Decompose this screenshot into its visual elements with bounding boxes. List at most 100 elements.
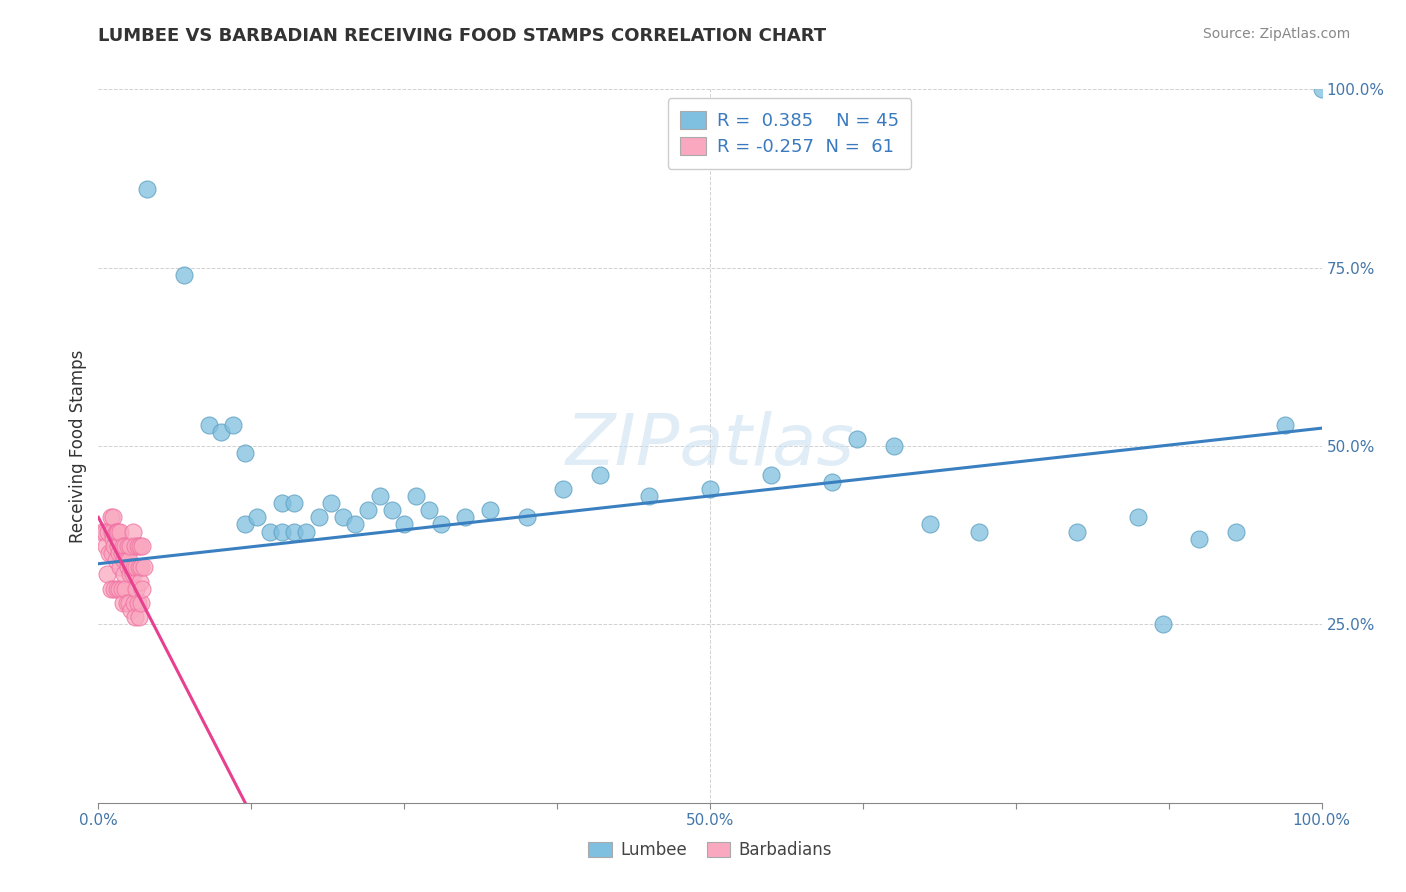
Point <box>136 182 159 196</box>
Point <box>125 560 148 574</box>
Point <box>122 560 145 574</box>
Legend: Lumbee, Barbadians: Lumbee, Barbadians <box>582 835 838 866</box>
Point <box>112 553 135 567</box>
Point <box>124 610 146 624</box>
Point <box>103 539 125 553</box>
Point <box>93 524 115 539</box>
Point <box>129 574 152 589</box>
Point <box>1310 82 1333 96</box>
Point <box>270 496 294 510</box>
Point <box>295 524 318 539</box>
Point <box>356 503 378 517</box>
Point <box>107 524 129 539</box>
Point <box>115 596 138 610</box>
Point <box>125 582 148 596</box>
Point <box>128 610 150 624</box>
Point <box>246 510 269 524</box>
Point <box>110 524 132 539</box>
Point <box>637 489 661 503</box>
Point <box>105 582 128 596</box>
Point <box>122 596 145 610</box>
Point <box>120 567 142 582</box>
Point <box>97 524 120 539</box>
Point <box>94 539 117 553</box>
Text: Source: ZipAtlas.com: Source: ZipAtlas.com <box>1202 27 1350 41</box>
Point <box>111 539 134 553</box>
Point <box>233 517 256 532</box>
Point <box>104 553 127 567</box>
Point <box>308 510 330 524</box>
Point <box>283 496 305 510</box>
Point <box>108 546 131 560</box>
Point <box>114 539 136 553</box>
Point <box>699 482 721 496</box>
Point <box>132 560 155 574</box>
Point <box>112 567 135 582</box>
Point <box>127 596 149 610</box>
Point <box>283 524 305 539</box>
Point <box>381 503 404 517</box>
Point <box>107 539 129 553</box>
Point <box>111 546 134 560</box>
Point <box>131 582 153 596</box>
Point <box>117 560 139 574</box>
Point <box>100 510 122 524</box>
Point <box>270 524 294 539</box>
Point <box>96 567 118 582</box>
Point <box>1225 524 1247 539</box>
Point <box>111 596 134 610</box>
Point <box>101 524 124 539</box>
Point <box>104 524 127 539</box>
Point <box>454 510 477 524</box>
Point <box>209 425 232 439</box>
Point <box>129 596 152 610</box>
Point <box>121 524 143 539</box>
Point <box>515 510 537 524</box>
Point <box>110 560 132 574</box>
Point <box>121 567 143 582</box>
Point <box>120 603 142 617</box>
Point <box>117 539 139 553</box>
Point <box>173 268 195 282</box>
Point <box>128 560 150 574</box>
Point <box>222 417 245 432</box>
Point <box>98 546 121 560</box>
Point <box>589 467 612 482</box>
Text: LUMBEE VS BARBADIAN RECEIVING FOOD STAMPS CORRELATION CHART: LUMBEE VS BARBADIAN RECEIVING FOOD STAMP… <box>98 27 827 45</box>
Point <box>120 539 142 553</box>
Point <box>1188 532 1211 546</box>
Point <box>100 582 122 596</box>
Point <box>1274 417 1296 432</box>
Point <box>344 517 367 532</box>
Point <box>478 503 501 517</box>
Point <box>392 517 416 532</box>
Point <box>129 560 152 574</box>
Point <box>368 489 391 503</box>
Point <box>553 482 575 496</box>
Point <box>319 496 342 510</box>
Point <box>920 517 942 532</box>
Point <box>129 539 152 553</box>
Point <box>845 432 868 446</box>
Point <box>101 510 124 524</box>
Point <box>418 503 440 517</box>
Point <box>118 553 141 567</box>
Point <box>1152 617 1174 632</box>
Point <box>101 546 124 560</box>
Point <box>405 489 427 503</box>
Point <box>233 446 256 460</box>
Text: ZIPatlas: ZIPatlas <box>565 411 855 481</box>
Point <box>332 510 354 524</box>
Point <box>91 524 114 539</box>
Point <box>115 553 138 567</box>
Point <box>105 524 128 539</box>
Point <box>1128 510 1150 524</box>
Point <box>111 582 134 596</box>
Point <box>967 524 990 539</box>
Point <box>103 582 125 596</box>
Point <box>101 532 124 546</box>
Point <box>259 524 281 539</box>
Point <box>821 475 844 489</box>
Point <box>430 517 453 532</box>
Y-axis label: Receiving Food Stamps: Receiving Food Stamps <box>69 350 87 542</box>
